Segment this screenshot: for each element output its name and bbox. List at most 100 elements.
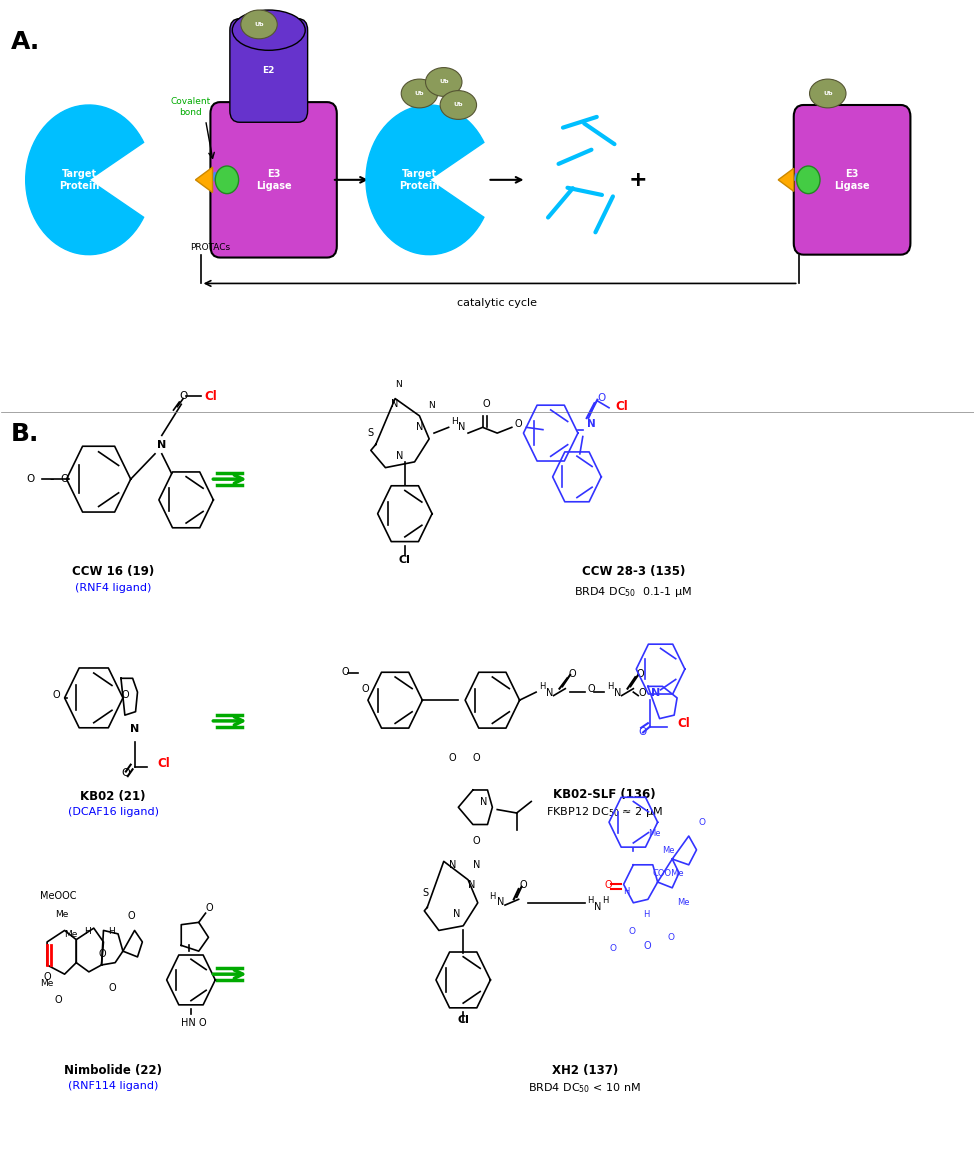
Text: O: O [55,995,62,1005]
Text: Me: Me [677,898,689,907]
Text: O: O [598,392,605,403]
Polygon shape [195,167,213,193]
Text: O: O [588,684,596,694]
Text: MeOOC: MeOOC [40,891,77,901]
Text: catalytic cycle: catalytic cycle [457,299,537,308]
Text: A.: A. [11,30,40,54]
Text: XH2 (137): XH2 (137) [552,1064,618,1077]
Text: N: N [587,419,596,429]
Text: O: O [43,972,51,982]
Text: O: O [128,911,136,921]
Text: O: O [629,927,636,936]
Text: O: O [199,1018,207,1028]
Text: O: O [473,837,481,846]
Text: FKBP12 DC$_{50}$ ≈ 2 μM: FKBP12 DC$_{50}$ ≈ 2 μM [546,805,663,819]
Text: KB02-SLF (136): KB02-SLF (136) [553,788,655,801]
Text: E3
Ligase: E3 Ligase [255,168,292,190]
Ellipse shape [402,80,438,107]
Text: H: H [539,682,545,690]
Text: (RNF114 ligand): (RNF114 ligand) [68,1081,158,1092]
Text: E3
Ligase: E3 Ligase [835,168,870,190]
Text: Target
Protein: Target Protein [58,168,99,190]
Text: O: O [604,879,611,890]
Text: N: N [595,901,602,912]
Text: Target
Protein: Target Protein [399,168,440,190]
Text: (RNF4 ligand): (RNF4 ligand) [75,583,151,593]
Text: Ub: Ub [439,80,448,84]
Ellipse shape [440,91,477,119]
Text: Cl: Cl [157,757,170,770]
Text: BRD4 DC$_{50}$ < 10 nM: BRD4 DC$_{50}$ < 10 nM [528,1081,642,1095]
Text: O: O [483,398,490,409]
Text: O: O [644,941,650,951]
Text: N: N [480,797,488,807]
Text: O: O [341,667,349,677]
Text: N: N [428,400,435,410]
Text: N: N [468,879,476,890]
Text: Cl: Cl [204,390,216,403]
Text: Cl: Cl [399,555,410,564]
Text: E2: E2 [262,66,275,75]
Ellipse shape [809,80,846,107]
Text: Ub: Ub [414,91,424,96]
Text: O: O [60,474,68,485]
FancyBboxPatch shape [211,102,336,257]
Text: H: H [108,927,115,936]
Text: O: O [448,754,456,763]
Text: KB02 (21): KB02 (21) [81,790,146,803]
Text: O: O [639,727,646,736]
Text: Me: Me [64,930,78,939]
Text: N: N [157,440,167,450]
Text: Me: Me [40,979,54,988]
Circle shape [215,166,239,194]
Text: Me: Me [55,909,68,919]
Text: H: H [587,896,593,905]
Text: O: O [667,932,675,942]
Text: Cl: Cl [457,1016,469,1025]
Text: N: N [458,421,466,432]
Text: Covalent
bond: Covalent bond [171,97,212,117]
Text: H: H [489,892,496,901]
Text: CCW 16 (19): CCW 16 (19) [72,565,154,578]
Text: O: O [639,688,645,697]
Text: H: H [84,927,91,936]
Text: N: N [448,860,456,870]
Text: N: N [130,725,139,734]
Text: O: O [520,879,527,890]
Text: N: N [497,897,505,907]
Text: N: N [614,688,621,697]
Text: O: O [361,684,369,694]
Wedge shape [366,105,484,255]
Text: BRD4 DC$_{50}$  0.1-1 μM: BRD4 DC$_{50}$ 0.1-1 μM [574,585,692,599]
Text: B.: B. [11,421,39,445]
Text: COOMe: COOMe [653,869,684,878]
Text: N: N [546,688,553,697]
Text: Ub: Ub [823,91,833,96]
Text: H: H [644,909,649,919]
Text: O: O [98,949,106,959]
Text: Ub: Ub [453,103,463,107]
Text: CCW 28-3 (135): CCW 28-3 (135) [582,565,685,578]
Text: Nimbolide (22): Nimbolide (22) [64,1064,162,1077]
Text: O: O [515,419,523,429]
Text: O: O [473,754,481,763]
Ellipse shape [232,10,305,51]
Text: S: S [422,887,428,898]
Text: N: N [453,908,461,919]
Text: O: O [179,391,187,402]
FancyBboxPatch shape [230,18,308,122]
Text: Me: Me [662,846,675,855]
Text: N: N [391,399,399,410]
Wedge shape [25,105,143,255]
Text: H: H [607,682,613,690]
Text: -: - [50,473,55,486]
Text: O: O [609,944,616,953]
Text: Cl: Cl [616,400,629,413]
Text: N: N [395,380,402,389]
Text: N: N [473,860,481,870]
Text: H: H [624,886,630,896]
Text: O: O [26,474,35,485]
Text: +: + [629,170,647,189]
Text: O: O [53,690,60,699]
Text: O: O [206,902,214,913]
